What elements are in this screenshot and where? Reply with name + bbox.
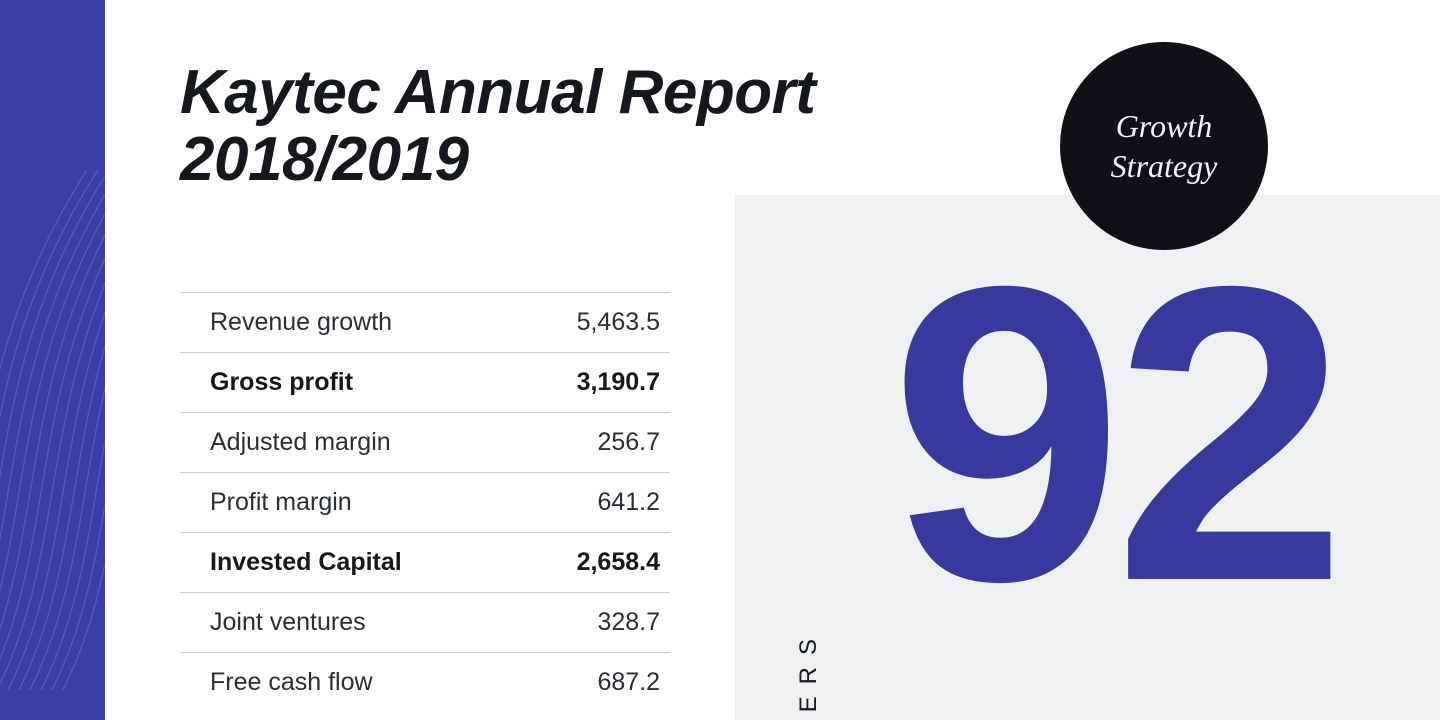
- table-row: Revenue growth5,463.5: [180, 292, 670, 352]
- table-row: Free cash flow687.2: [180, 652, 670, 712]
- table-row: Invested Capital2,658.4: [180, 532, 670, 592]
- badge-line-2: Strategy: [1111, 148, 1218, 184]
- row-label: Adjusted margin: [210, 428, 597, 457]
- report-title: Kaytec Annual Report 2018/2019: [180, 60, 815, 194]
- row-label: Invested Capital: [210, 548, 577, 577]
- page-root: Kaytec Annual Report 2018/2019 Revenue g…: [0, 0, 1440, 720]
- row-value: 3,190.7: [577, 368, 660, 397]
- badge-text: Growth Strategy: [1111, 106, 1218, 186]
- row-value: 5,463.5: [577, 308, 660, 337]
- table-row: Gross profit3,190.7: [180, 352, 670, 412]
- row-value: 2,658.4: [577, 548, 660, 577]
- row-label: Profit margin: [210, 488, 597, 517]
- title-line-1: Kaytec Annual Report: [180, 58, 815, 127]
- big-number: 92: [890, 225, 1440, 720]
- row-value: 687.2: [597, 668, 660, 697]
- panel-vertical-label: THE NUMBERS: [795, 627, 823, 720]
- sidebar-accent: [0, 0, 105, 720]
- title-line-2: 2018/2019: [180, 125, 469, 194]
- row-label: Revenue growth: [210, 308, 577, 337]
- badge-line-1: Growth: [1116, 108, 1213, 144]
- growth-strategy-badge: Growth Strategy: [1060, 42, 1268, 250]
- row-value: 256.7: [597, 428, 660, 457]
- wave-lines-icon: [0, 170, 105, 690]
- financial-table: Revenue growth5,463.5Gross profit3,190.7…: [180, 292, 670, 712]
- row-value: 328.7: [597, 608, 660, 637]
- row-label: Free cash flow: [210, 668, 597, 697]
- table-row: Adjusted margin256.7: [180, 412, 670, 472]
- row-label: Joint ventures: [210, 608, 597, 637]
- table-row: Joint ventures328.7: [180, 592, 670, 652]
- row-value: 641.2: [597, 488, 660, 517]
- table-row: Profit margin641.2: [180, 472, 670, 532]
- row-label: Gross profit: [210, 368, 577, 397]
